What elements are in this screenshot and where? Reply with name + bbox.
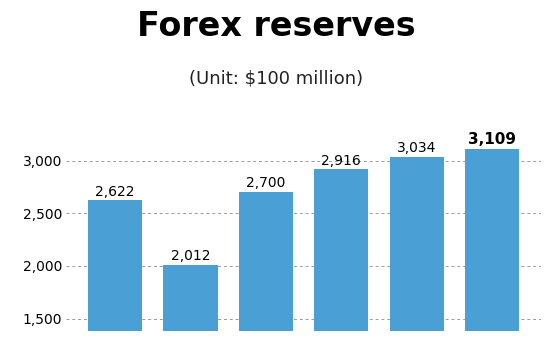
Text: 2,622: 2,622 (95, 185, 135, 198)
Bar (314, 169, 369, 345)
Bar (163, 265, 217, 345)
Text: 2,916: 2,916 (321, 154, 361, 168)
Bar (465, 149, 519, 345)
Text: (Unit: $100 million): (Unit: $100 million) (189, 69, 363, 87)
Text: 2,012: 2,012 (171, 249, 210, 263)
Bar (390, 157, 444, 345)
Text: 3,034: 3,034 (397, 141, 437, 155)
Text: 2,700: 2,700 (246, 176, 285, 190)
Bar (88, 200, 142, 345)
Text: Forex reserves: Forex reserves (137, 10, 415, 43)
Text: 3,109: 3,109 (468, 132, 516, 147)
Bar (238, 192, 293, 345)
